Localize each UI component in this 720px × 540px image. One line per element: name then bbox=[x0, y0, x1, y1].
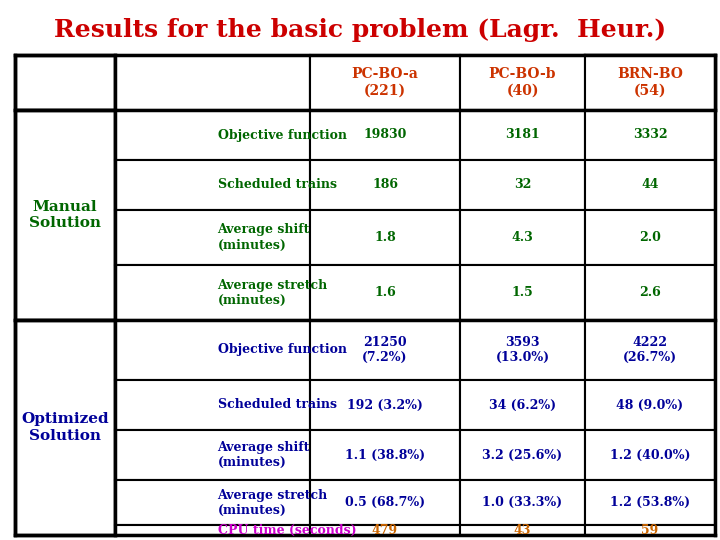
Text: 59: 59 bbox=[642, 523, 659, 537]
Text: 48 (9.0%): 48 (9.0%) bbox=[616, 399, 683, 411]
Text: 3181: 3181 bbox=[505, 129, 540, 141]
Text: 3332: 3332 bbox=[633, 129, 667, 141]
Bar bbox=[460, 480, 585, 525]
Text: 44: 44 bbox=[642, 179, 659, 192]
Bar bbox=[460, 525, 585, 535]
Bar bbox=[310, 320, 460, 380]
Text: 3.2 (25.6%): 3.2 (25.6%) bbox=[482, 449, 562, 462]
Bar bbox=[585, 480, 715, 525]
Text: CPU time (seconds): CPU time (seconds) bbox=[217, 523, 356, 537]
Text: 192 (3.2%): 192 (3.2%) bbox=[347, 399, 423, 411]
Bar bbox=[310, 110, 460, 160]
Text: Scheduled trains: Scheduled trains bbox=[217, 179, 336, 192]
Text: Average stretch
(minutes): Average stretch (minutes) bbox=[217, 489, 328, 516]
Bar bbox=[115, 380, 310, 430]
Bar bbox=[310, 480, 460, 525]
Bar bbox=[585, 320, 715, 380]
Text: PC-BO-b
(40): PC-BO-b (40) bbox=[489, 68, 557, 98]
Bar bbox=[310, 210, 460, 265]
Bar bbox=[310, 380, 460, 430]
Bar bbox=[585, 430, 715, 480]
Text: 34 (6.2%): 34 (6.2%) bbox=[489, 399, 556, 411]
Bar bbox=[460, 430, 585, 480]
Text: 479: 479 bbox=[372, 523, 398, 537]
Bar bbox=[15, 55, 115, 110]
Text: 4222
(26.7%): 4222 (26.7%) bbox=[623, 336, 677, 364]
Bar bbox=[310, 160, 460, 210]
Text: 32: 32 bbox=[514, 179, 531, 192]
Text: 1.1 (38.8%): 1.1 (38.8%) bbox=[345, 449, 425, 462]
Bar bbox=[115, 160, 310, 210]
Text: 1.0 (33.3%): 1.0 (33.3%) bbox=[482, 496, 562, 509]
Bar bbox=[460, 160, 585, 210]
Text: 1.5: 1.5 bbox=[512, 286, 534, 299]
Text: BRN-BO
(54): BRN-BO (54) bbox=[617, 68, 683, 98]
Bar bbox=[460, 210, 585, 265]
Bar bbox=[585, 210, 715, 265]
Bar bbox=[15, 320, 115, 535]
Bar bbox=[115, 265, 310, 320]
Bar bbox=[585, 55, 715, 110]
Text: 43: 43 bbox=[514, 523, 531, 537]
Bar bbox=[460, 380, 585, 430]
Text: 2.6: 2.6 bbox=[639, 286, 661, 299]
Text: 2.0: 2.0 bbox=[639, 231, 661, 244]
Text: Average shift
(minutes): Average shift (minutes) bbox=[217, 441, 310, 469]
Text: Average shift
(minutes): Average shift (minutes) bbox=[217, 224, 310, 252]
Text: Scheduled trains: Scheduled trains bbox=[217, 399, 336, 411]
Text: PC-BO-a
(221): PC-BO-a (221) bbox=[351, 68, 418, 98]
Bar bbox=[585, 160, 715, 210]
Text: Average stretch
(minutes): Average stretch (minutes) bbox=[217, 279, 328, 307]
Bar bbox=[460, 320, 585, 380]
Text: 19830: 19830 bbox=[364, 129, 407, 141]
Text: Objective function: Objective function bbox=[217, 129, 346, 141]
Text: Manual
Solution: Manual Solution bbox=[29, 200, 101, 230]
Bar bbox=[585, 55, 715, 110]
Text: 1.6: 1.6 bbox=[374, 286, 396, 299]
Bar bbox=[310, 55, 460, 110]
Bar bbox=[310, 55, 460, 110]
Text: Optimized
Solution: Optimized Solution bbox=[21, 413, 109, 443]
Text: 1.2 (53.8%): 1.2 (53.8%) bbox=[610, 496, 690, 509]
Bar bbox=[310, 525, 460, 535]
Bar bbox=[460, 110, 585, 160]
Text: 21250
(7.2%): 21250 (7.2%) bbox=[362, 336, 408, 364]
Bar bbox=[460, 55, 585, 110]
Bar bbox=[115, 525, 310, 535]
Bar bbox=[115, 320, 310, 380]
Bar bbox=[115, 210, 310, 265]
Bar bbox=[585, 525, 715, 535]
Text: Results for the basic problem (Lagr.  Heur.): Results for the basic problem (Lagr. Heu… bbox=[54, 18, 666, 42]
Text: 3593
(13.0%): 3593 (13.0%) bbox=[495, 336, 549, 364]
Bar bbox=[115, 480, 310, 525]
Bar bbox=[585, 265, 715, 320]
Text: Objective function: Objective function bbox=[217, 343, 346, 356]
Bar bbox=[115, 430, 310, 480]
Bar bbox=[460, 55, 585, 110]
Text: 0.5 (68.7%): 0.5 (68.7%) bbox=[345, 496, 425, 509]
Bar bbox=[310, 430, 460, 480]
Text: 186: 186 bbox=[372, 179, 398, 192]
Bar bbox=[310, 265, 460, 320]
Text: 1.8: 1.8 bbox=[374, 231, 396, 244]
Text: 4.3: 4.3 bbox=[512, 231, 534, 244]
Bar bbox=[115, 55, 310, 110]
Bar bbox=[115, 110, 310, 160]
Bar bbox=[585, 110, 715, 160]
Bar bbox=[460, 265, 585, 320]
Bar bbox=[15, 110, 115, 320]
Text: 1.2 (40.0%): 1.2 (40.0%) bbox=[610, 449, 690, 462]
Bar bbox=[585, 380, 715, 430]
